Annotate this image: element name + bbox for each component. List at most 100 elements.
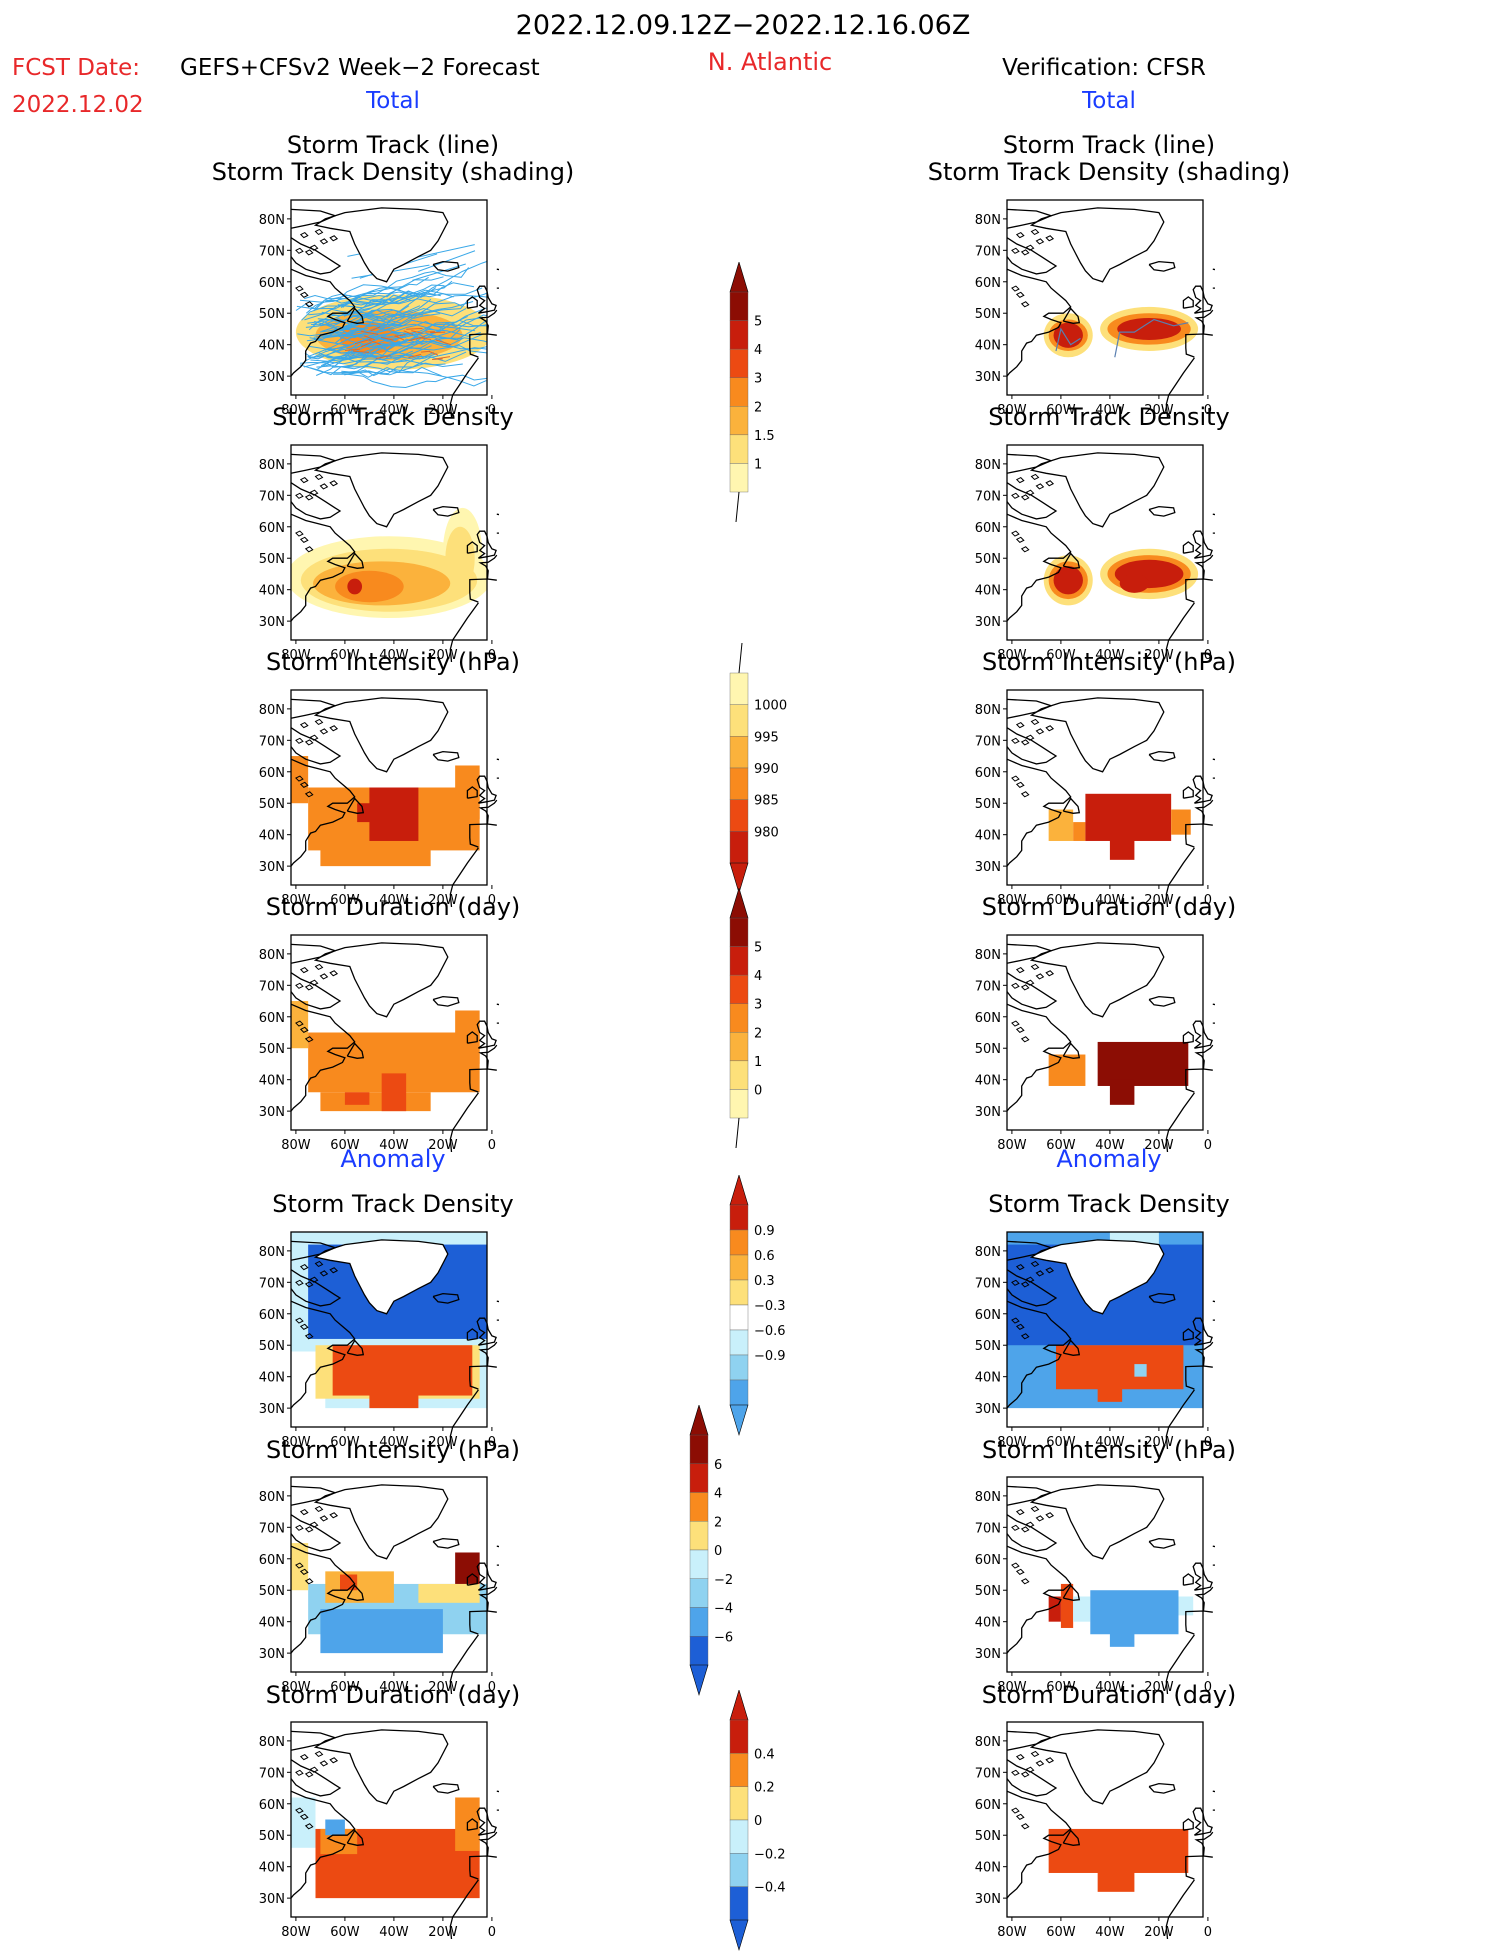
lon-tick-label: 40W [379,648,409,663]
lat-tick-label: 40N [259,829,285,844]
map-axes: 30N 40N 50N 60N 70N 80N 80W 60W 40W 20W 0 [259,1476,496,1695]
lat-tick-label: 60N [259,1011,285,1026]
lon-tick-label: 80W [997,1680,1027,1695]
lon-tick-label: 40W [1095,1925,1125,1940]
lon-tick-label: 20W [1144,1435,1174,1450]
colorbar-tick-label: 0.9 [754,1224,775,1239]
lon-tick-label: 60W [330,403,360,418]
lat-tick-label: 80N [975,213,1001,228]
lat-tick-label: 50N [975,797,1001,812]
shading-layer [291,507,487,618]
map-axes: 30N 40N 50N 60N 70N 80N 80W 60W 40W 20W 0 [259,444,496,663]
colorbar-density-total: 5 4 3 2 1.5 1 [729,262,775,523]
title-duration-left: Storm Duration (day) [265,893,521,921]
lon-tick-label: 80W [997,1435,1027,1450]
colorbar-tick-label: 0.6 [754,1249,775,1264]
colorbar-tick-label: 1000 [754,699,787,714]
map-duration-verification: 30N 40N 50N 60N 70N 80N 80W 60W 40W 20W 0 [975,934,1215,1153]
lat-tick-label: 30N [259,615,285,630]
lat-tick-label: 60N [259,276,285,291]
lat-tick-label: 70N [975,734,1001,749]
lon-tick-label: 40W [379,1435,409,1450]
lat-tick-label: 50N [975,1584,1001,1599]
lon-tick-label: 40W [1095,1435,1125,1450]
colorbar-tick-label: −0.2 [754,1847,786,1862]
lat-tick-label: 40N [259,339,285,354]
lat-tick-label: 70N [259,1521,285,1536]
section-total-left: Total [366,88,420,114]
map-density-forecast: 30N 40N 50N 60N 70N 80N 80W 60W 40W 20W 0 [259,444,499,663]
coastline-layer [290,1239,499,1450]
title-anom-density-right: Storm Track Density [988,1190,1230,1218]
coastline-layer [290,452,499,663]
lon-tick-label: 60W [1046,1435,1076,1450]
lat-tick-label: 70N [975,1276,1001,1291]
lon-tick-label: 80W [281,893,311,908]
lat-tick-label: 60N [975,1011,1001,1026]
section-total-right: Total [1082,88,1136,114]
lon-tick-label: 0 [488,893,496,908]
lat-tick-label: 40N [259,1861,285,1876]
colorbar-tick-label: 1 [754,1055,762,1070]
title-track-shading-right: Storm Track Density (shading) [927,158,1291,186]
lat-tick-label: 40N [259,1371,285,1386]
lon-tick-label: 60W [1046,648,1076,663]
lat-tick-label: 30N [975,860,1001,875]
lat-tick-label: 30N [975,615,1001,630]
lon-tick-label: 20W [1144,893,1174,908]
lon-tick-label: 0 [488,1435,496,1450]
region-label: N. Atlantic [707,48,833,76]
lat-tick-label: 50N [259,552,285,567]
map-axes: 30N 40N 50N 60N 70N 80N 80W 60W 40W 20W 0 [259,689,496,908]
lon-tick-label: 20W [428,1435,458,1450]
map-anom-density-verification: 30N 40N 50N 60N 70N 80N 80W 60W 40W 20W 0 [975,1231,1215,1450]
colorbar-tick-label: 4 [754,969,762,984]
coastline-layer [290,942,499,1153]
lat-tick-label: 80N [975,458,1001,473]
title-intensity-left: Storm Intensity (hPa) [266,648,520,676]
lon-tick-label: 80W [997,648,1027,663]
lat-tick-label: 60N [975,276,1001,291]
lat-tick-label: 60N [975,521,1001,536]
verification-label: Verification: CFSR [1002,55,1206,81]
colorbar-tick-label: 5 [754,941,762,956]
lon-tick-label: 40W [379,1680,409,1695]
colorbar-tick-label: 1 [754,457,762,472]
lat-tick-label: 50N [259,1339,285,1354]
lat-tick-label: 70N [259,1766,285,1781]
lat-tick-label: 40N [975,1371,1001,1386]
lat-tick-label: 50N [259,797,285,812]
lat-tick-label: 60N [975,766,1001,781]
coastline-layer [290,207,499,418]
lon-tick-label: 20W [1144,1138,1174,1153]
lat-tick-label: 60N [259,1308,285,1323]
lat-tick-label: 40N [259,1616,285,1631]
lon-tick-label: 20W [428,648,458,663]
coastline-layer [1006,452,1215,663]
lat-tick-label: 30N [259,370,285,385]
lat-tick-label: 40N [975,1861,1001,1876]
colorbar-tick-label: −6 [714,1630,733,1645]
lon-tick-label: 60W [1046,1138,1076,1153]
map-density-verification: 30N 40N 50N 60N 70N 80N 80W 60W 40W 20W 0 [975,444,1215,663]
section-anomaly-left: Anomaly [340,1145,446,1173]
lon-tick-label: 0 [1204,893,1212,908]
fcst-date-value: 2022.12.02 [12,92,144,118]
coastline-layer [1006,1729,1215,1940]
shading-layer [291,756,480,867]
shading-layer [1043,548,1199,606]
map-anom-intensity-forecast: 30N 40N 50N 60N 70N 80N 80W 60W 40W 20W 0 [259,1476,499,1695]
lon-tick-label: 60W [330,1925,360,1940]
lat-tick-label: 50N [975,1829,1001,1844]
colorbar-tick-label: 2 [714,1515,722,1530]
lon-tick-label: 40W [379,1138,409,1153]
colorbar-tick-label: 985 [754,794,779,809]
map-track-forecast: 30N 40N 50N 60N 70N 80N 80W 60W 40W 20W 0 [259,199,499,418]
title-track-line-right: Storm Track (line) [1002,131,1216,159]
lon-tick-label: 40W [1095,403,1125,418]
colorbar-tick-label: 2 [754,400,762,415]
lat-tick-label: 80N [259,1735,285,1750]
shading-layer [291,1543,487,1654]
lat-tick-label: 80N [259,458,285,473]
lat-tick-label: 60N [975,1553,1001,1568]
